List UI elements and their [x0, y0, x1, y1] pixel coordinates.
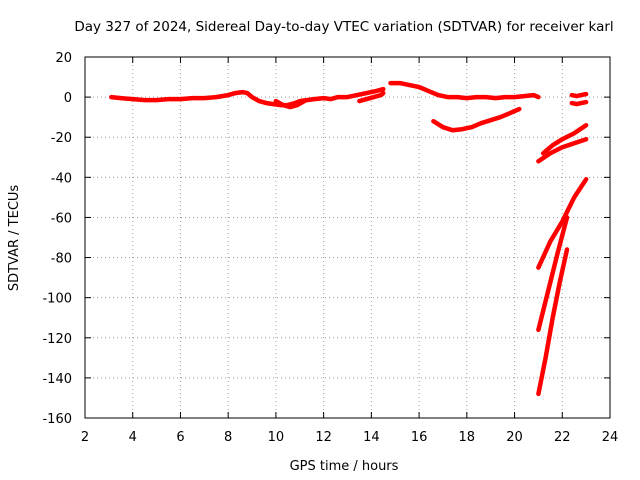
series-line-8	[536, 177, 589, 270]
x-tick-label: 8	[224, 430, 232, 445]
x-axis-label: GPS time / hours	[290, 459, 399, 474]
x-tick-label: 14	[363, 430, 380, 445]
series-line-9	[536, 215, 570, 333]
y-tick-label: 20	[55, 51, 72, 66]
series-line-2	[273, 98, 307, 110]
x-tick-label: 24	[602, 430, 619, 445]
series-line-12	[569, 91, 589, 99]
series-line-1	[109, 86, 386, 108]
y-tick-label: -100	[42, 292, 72, 307]
x-tick-label: 22	[554, 430, 571, 445]
series-line-6	[536, 136, 589, 164]
y-tick-label: -20	[51, 131, 72, 146]
plot-frame	[84, 56, 611, 419]
series-line-10	[536, 247, 570, 397]
series-line-7	[540, 122, 589, 156]
y-tick-label: 0	[64, 91, 72, 106]
x-tick-label: 2	[81, 430, 89, 445]
x-tick-label: 4	[129, 430, 137, 445]
x-tick-label: 20	[506, 430, 523, 445]
y-tick-label: -160	[42, 412, 72, 427]
series-line-11	[569, 99, 589, 107]
chart-title: Day 327 of 2024, Sidereal Day-to-day VTE…	[74, 19, 613, 35]
data-series	[109, 80, 589, 397]
x-tick-label: 6	[176, 430, 184, 445]
y-tick-label: -80	[51, 252, 72, 267]
x-tick-label: 12	[315, 430, 332, 445]
axis-ticks	[84, 56, 611, 419]
y-tick-label: -120	[42, 332, 72, 347]
grid-lines	[85, 57, 610, 418]
series-line-4	[388, 80, 541, 101]
x-tick-label: 16	[411, 430, 428, 445]
series-line-5	[431, 106, 522, 133]
y-tick-label: -40	[51, 171, 72, 186]
y-tick-label: -140	[42, 372, 72, 387]
x-tick-labels: 2 4 6 8 10 12 14 16 18 20 22 24	[81, 430, 618, 445]
series-line-3	[357, 90, 386, 104]
x-tick-label: 18	[459, 430, 476, 445]
y-tick-labels: -160 -140 -120 -100 -80 -60 -40 -20 0 20	[42, 51, 72, 427]
x-tick-label: 10	[268, 430, 285, 445]
y-tick-label: -60	[51, 211, 72, 226]
y-axis-label: SDTVAR / TECUs	[7, 185, 22, 292]
